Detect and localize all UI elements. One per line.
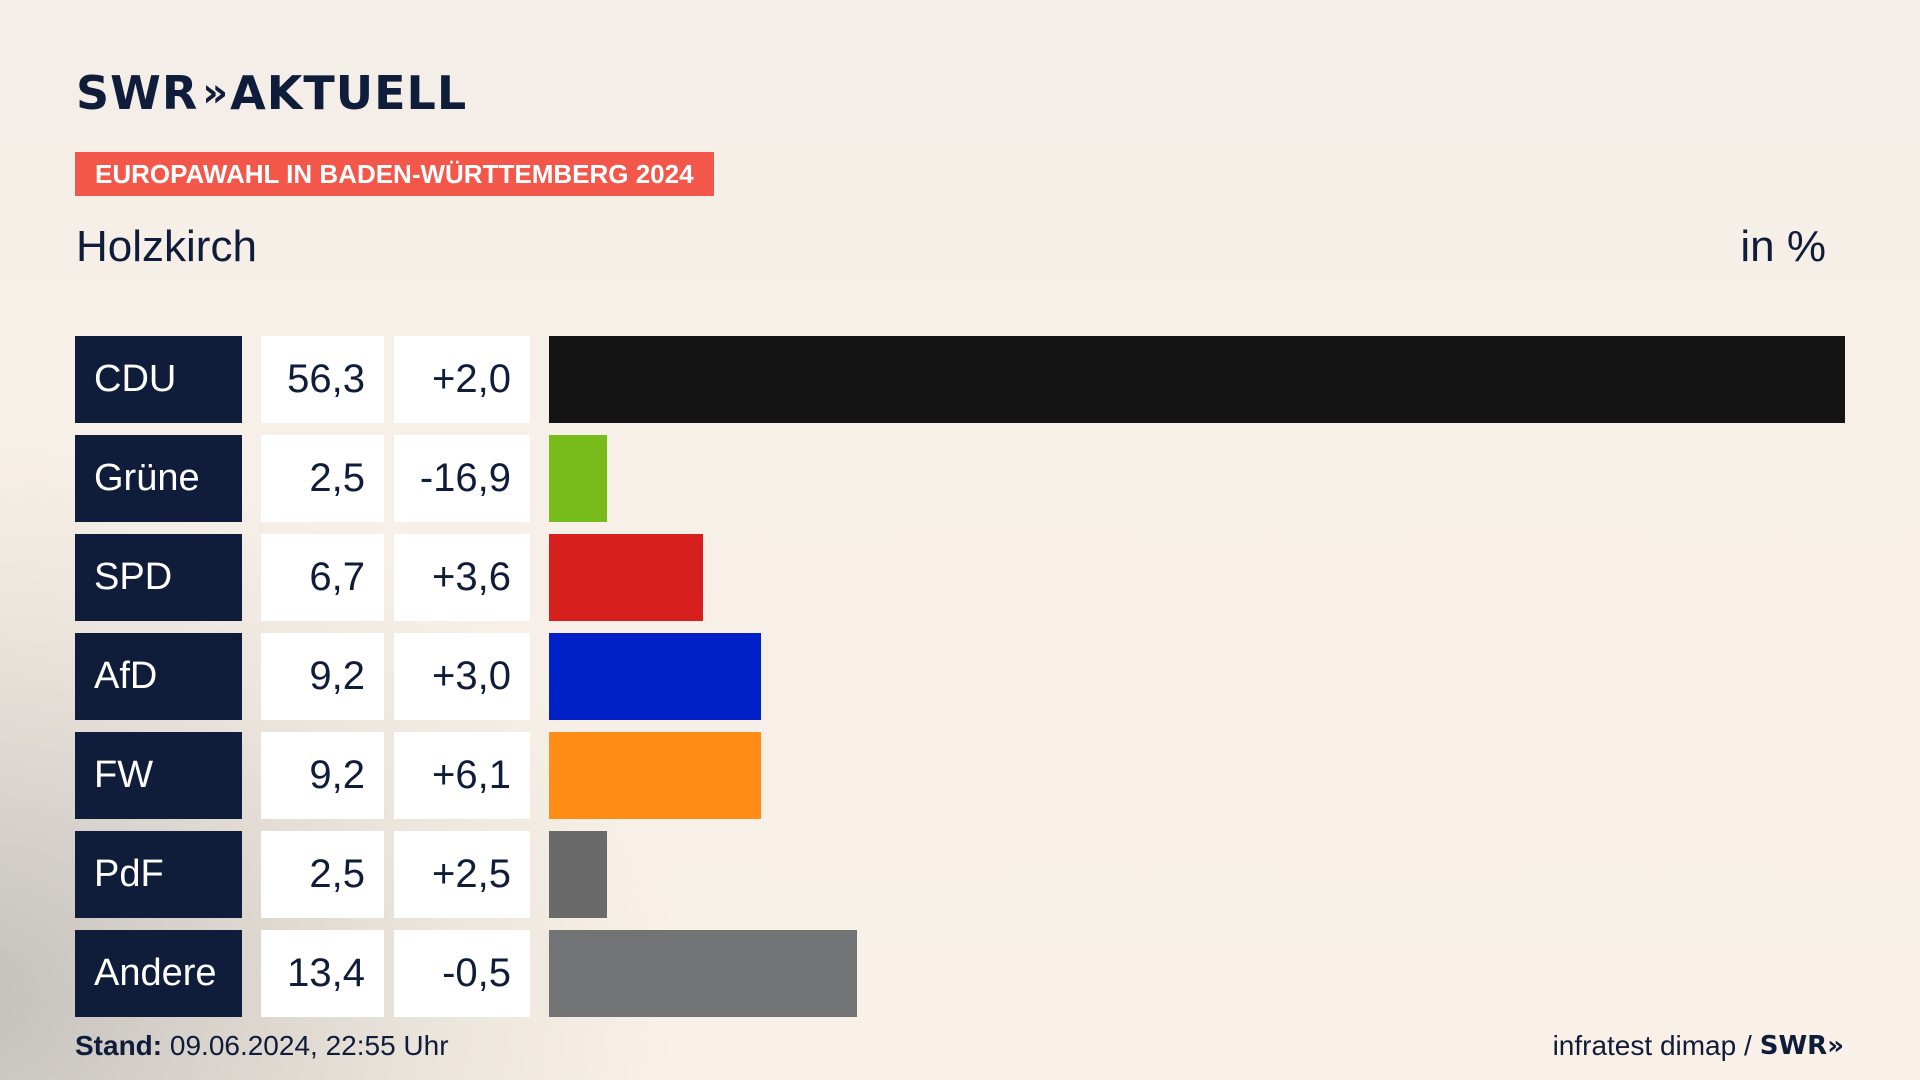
vote-change-value: +6,1 <box>394 732 530 819</box>
vote-change-value: +2,0 <box>394 336 530 423</box>
result-bar <box>549 534 703 621</box>
vote-share-value: 9,2 <box>261 633 384 720</box>
party-label: PdF <box>75 831 242 918</box>
vote-change-value: +3,6 <box>394 534 530 621</box>
stand-value: 09.06.2024, 22:55 Uhr <box>169 1030 449 1061</box>
result-row: SPD 6,7 +3,6 <box>75 534 1845 621</box>
location-title: Holzkirch <box>76 222 257 271</box>
unit-label: in % <box>1740 222 1826 271</box>
election-badge: EUROPAWAHL IN BADEN-WÜRTTEMBERG 2024 <box>75 152 714 196</box>
result-bar <box>549 435 607 522</box>
result-bar <box>549 930 857 1017</box>
vote-share-value: 56,3 <box>261 336 384 423</box>
party-label: FW <box>75 732 242 819</box>
party-label: Andere <box>75 930 242 1017</box>
party-label: Grüne <box>75 435 242 522</box>
source-credit: infratest dimap / SWR» <box>1553 1030 1844 1062</box>
result-bar <box>549 336 1845 423</box>
vote-share-value: 6,7 <box>261 534 384 621</box>
vote-change-value: -16,9 <box>394 435 530 522</box>
timestamp: Stand: 09.06.2024, 22:55 Uhr <box>75 1030 449 1062</box>
swr-small-logo: SWR» <box>1759 1031 1844 1061</box>
logo-aktuell-text: AKTUELL <box>230 66 468 120</box>
result-row: Grüne 2,5 -16,9 <box>75 435 1845 522</box>
result-row: PdF 2,5 +2,5 <box>75 831 1845 918</box>
vote-share-value: 9,2 <box>261 732 384 819</box>
swr-aktuell-logo: SWR » AKTUELL <box>76 66 467 120</box>
result-bar <box>549 831 607 918</box>
logo-chevron-icon: » <box>202 70 228 116</box>
logo-swr-text: SWR <box>76 66 199 120</box>
result-row: AfD 9,2 +3,0 <box>75 633 1845 720</box>
vote-change-value: +3,0 <box>394 633 530 720</box>
source-text: infratest dimap / <box>1552 1030 1752 1061</box>
result-bar <box>549 633 761 720</box>
result-row: Andere 13,4 -0,5 <box>75 930 1845 1017</box>
result-row: FW 9,2 +6,1 <box>75 732 1845 819</box>
party-label: CDU <box>75 336 242 423</box>
stand-label: Stand: <box>75 1030 163 1061</box>
result-row: CDU 56,3 +2,0 <box>75 336 1845 423</box>
vote-share-value: 2,5 <box>261 831 384 918</box>
vote-change-value: -0,5 <box>394 930 530 1017</box>
result-bar <box>549 732 761 819</box>
party-label: AfD <box>75 633 242 720</box>
vote-share-value: 13,4 <box>261 930 384 1017</box>
party-label: SPD <box>75 534 242 621</box>
vote-change-value: +2,5 <box>394 831 530 918</box>
vote-share-value: 2,5 <box>261 435 384 522</box>
